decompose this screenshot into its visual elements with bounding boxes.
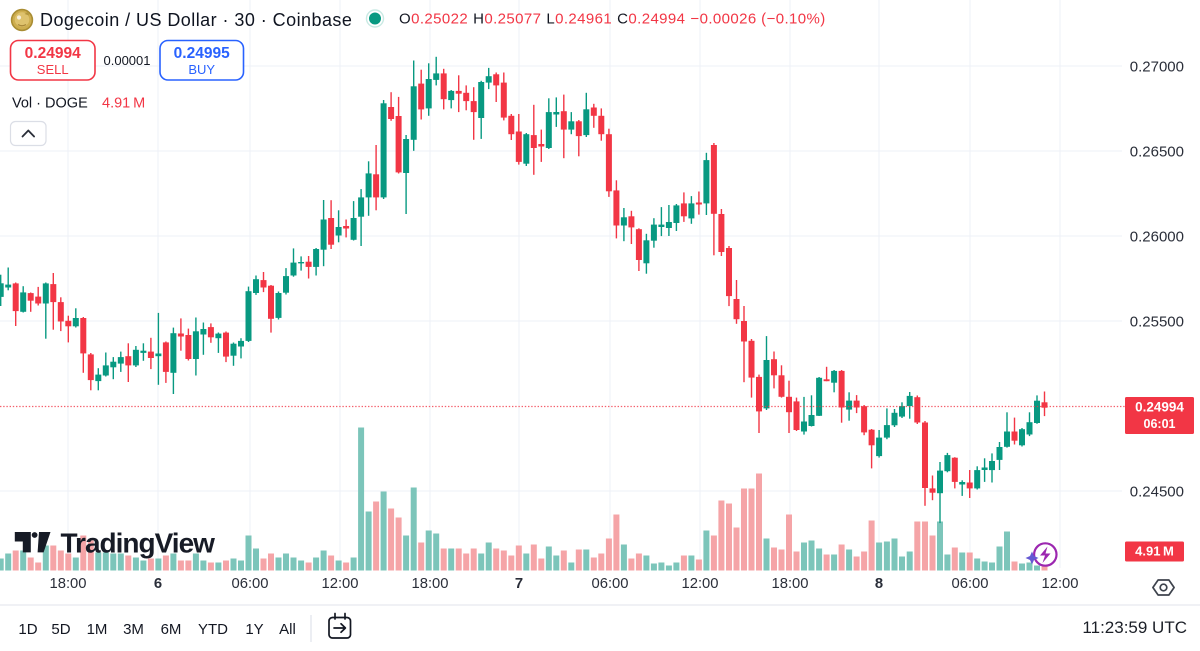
svg-text:06:01: 06:01 [1144, 417, 1176, 431]
svg-text:12:00: 12:00 [321, 576, 358, 592]
svg-text:8: 8 [875, 576, 883, 592]
svg-text:6M: 6M [161, 621, 182, 638]
svg-text:3M: 3M [123, 621, 144, 638]
svg-text:1Y: 1Y [245, 621, 263, 638]
svg-text:0.26500: 0.26500 [1130, 143, 1184, 160]
svg-text:18:00: 18:00 [49, 576, 86, 592]
svg-text:11:23:59 UTC: 11:23:59 UTC [1082, 618, 1187, 637]
svg-text:18:00: 18:00 [411, 576, 448, 592]
svg-text:18:00: 18:00 [771, 576, 808, 592]
svg-text:5D: 5D [51, 621, 70, 638]
svg-text:06:00: 06:00 [231, 576, 268, 592]
svg-text:1D: 1D [18, 621, 37, 638]
svg-text:Dogecoin / US Dollar · 30 · Co: Dogecoin / US Dollar · 30 · Coinbase [40, 10, 352, 30]
svg-text:All: All [279, 621, 296, 638]
svg-text:6: 6 [154, 576, 162, 592]
svg-text:7: 7 [515, 576, 523, 592]
svg-text:06:00: 06:00 [951, 576, 988, 592]
svg-text:BUY: BUY [188, 62, 215, 77]
svg-text:4.91 M: 4.91 M [102, 96, 145, 112]
svg-text:TradingView: TradingView [61, 528, 216, 559]
svg-text:12:00: 12:00 [1041, 576, 1078, 592]
svg-text:0.25500: 0.25500 [1130, 313, 1184, 330]
svg-text:4.91 M: 4.91 M [1135, 544, 1174, 559]
svg-text:0.24995: 0.24995 [174, 45, 230, 62]
svg-text:0.24994: 0.24994 [25, 45, 81, 62]
svg-text:YTD: YTD [198, 621, 228, 638]
svg-text:06:00: 06:00 [591, 576, 628, 592]
svg-text:0.26000: 0.26000 [1130, 228, 1184, 245]
svg-text:SELL: SELL [37, 62, 69, 77]
svg-text:0.27000: 0.27000 [1130, 58, 1184, 75]
svg-text:0.00001: 0.00001 [104, 53, 151, 68]
svg-text:0.24500: 0.24500 [1130, 483, 1184, 500]
svg-text:0.24994: 0.24994 [1135, 400, 1184, 415]
svg-text:12:00: 12:00 [681, 576, 718, 592]
svg-text:1M: 1M [87, 621, 108, 638]
svg-text:Vol · DOGE: Vol · DOGE [12, 96, 88, 112]
